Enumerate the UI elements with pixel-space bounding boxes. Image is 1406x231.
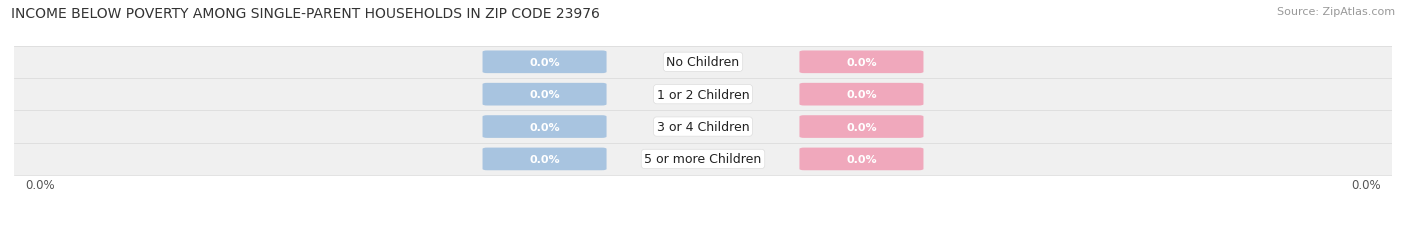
Text: INCOME BELOW POVERTY AMONG SINGLE-PARENT HOUSEHOLDS IN ZIP CODE 23976: INCOME BELOW POVERTY AMONG SINGLE-PARENT… xyxy=(11,7,600,21)
FancyBboxPatch shape xyxy=(14,79,1392,111)
Text: 0.0%: 0.0% xyxy=(846,90,877,100)
FancyBboxPatch shape xyxy=(482,116,606,138)
Text: 0.0%: 0.0% xyxy=(846,58,877,67)
FancyBboxPatch shape xyxy=(482,148,606,170)
Text: 0.0%: 0.0% xyxy=(25,178,55,191)
Text: 0.0%: 0.0% xyxy=(1351,178,1381,191)
Text: 5 or more Children: 5 or more Children xyxy=(644,153,762,166)
Text: 0.0%: 0.0% xyxy=(529,122,560,132)
FancyBboxPatch shape xyxy=(800,116,924,138)
FancyBboxPatch shape xyxy=(800,51,924,74)
Text: Source: ZipAtlas.com: Source: ZipAtlas.com xyxy=(1277,7,1395,17)
Text: 0.0%: 0.0% xyxy=(529,58,560,67)
Text: 1 or 2 Children: 1 or 2 Children xyxy=(657,88,749,101)
FancyBboxPatch shape xyxy=(14,143,1392,175)
Text: 0.0%: 0.0% xyxy=(529,90,560,100)
FancyBboxPatch shape xyxy=(482,51,606,74)
Text: 0.0%: 0.0% xyxy=(529,154,560,164)
FancyBboxPatch shape xyxy=(482,83,606,106)
Text: 0.0%: 0.0% xyxy=(846,122,877,132)
Text: No Children: No Children xyxy=(666,56,740,69)
FancyBboxPatch shape xyxy=(14,46,1392,79)
Text: 3 or 4 Children: 3 or 4 Children xyxy=(657,121,749,134)
FancyBboxPatch shape xyxy=(800,83,924,106)
FancyBboxPatch shape xyxy=(800,148,924,170)
FancyBboxPatch shape xyxy=(14,111,1392,143)
Text: 0.0%: 0.0% xyxy=(846,154,877,164)
